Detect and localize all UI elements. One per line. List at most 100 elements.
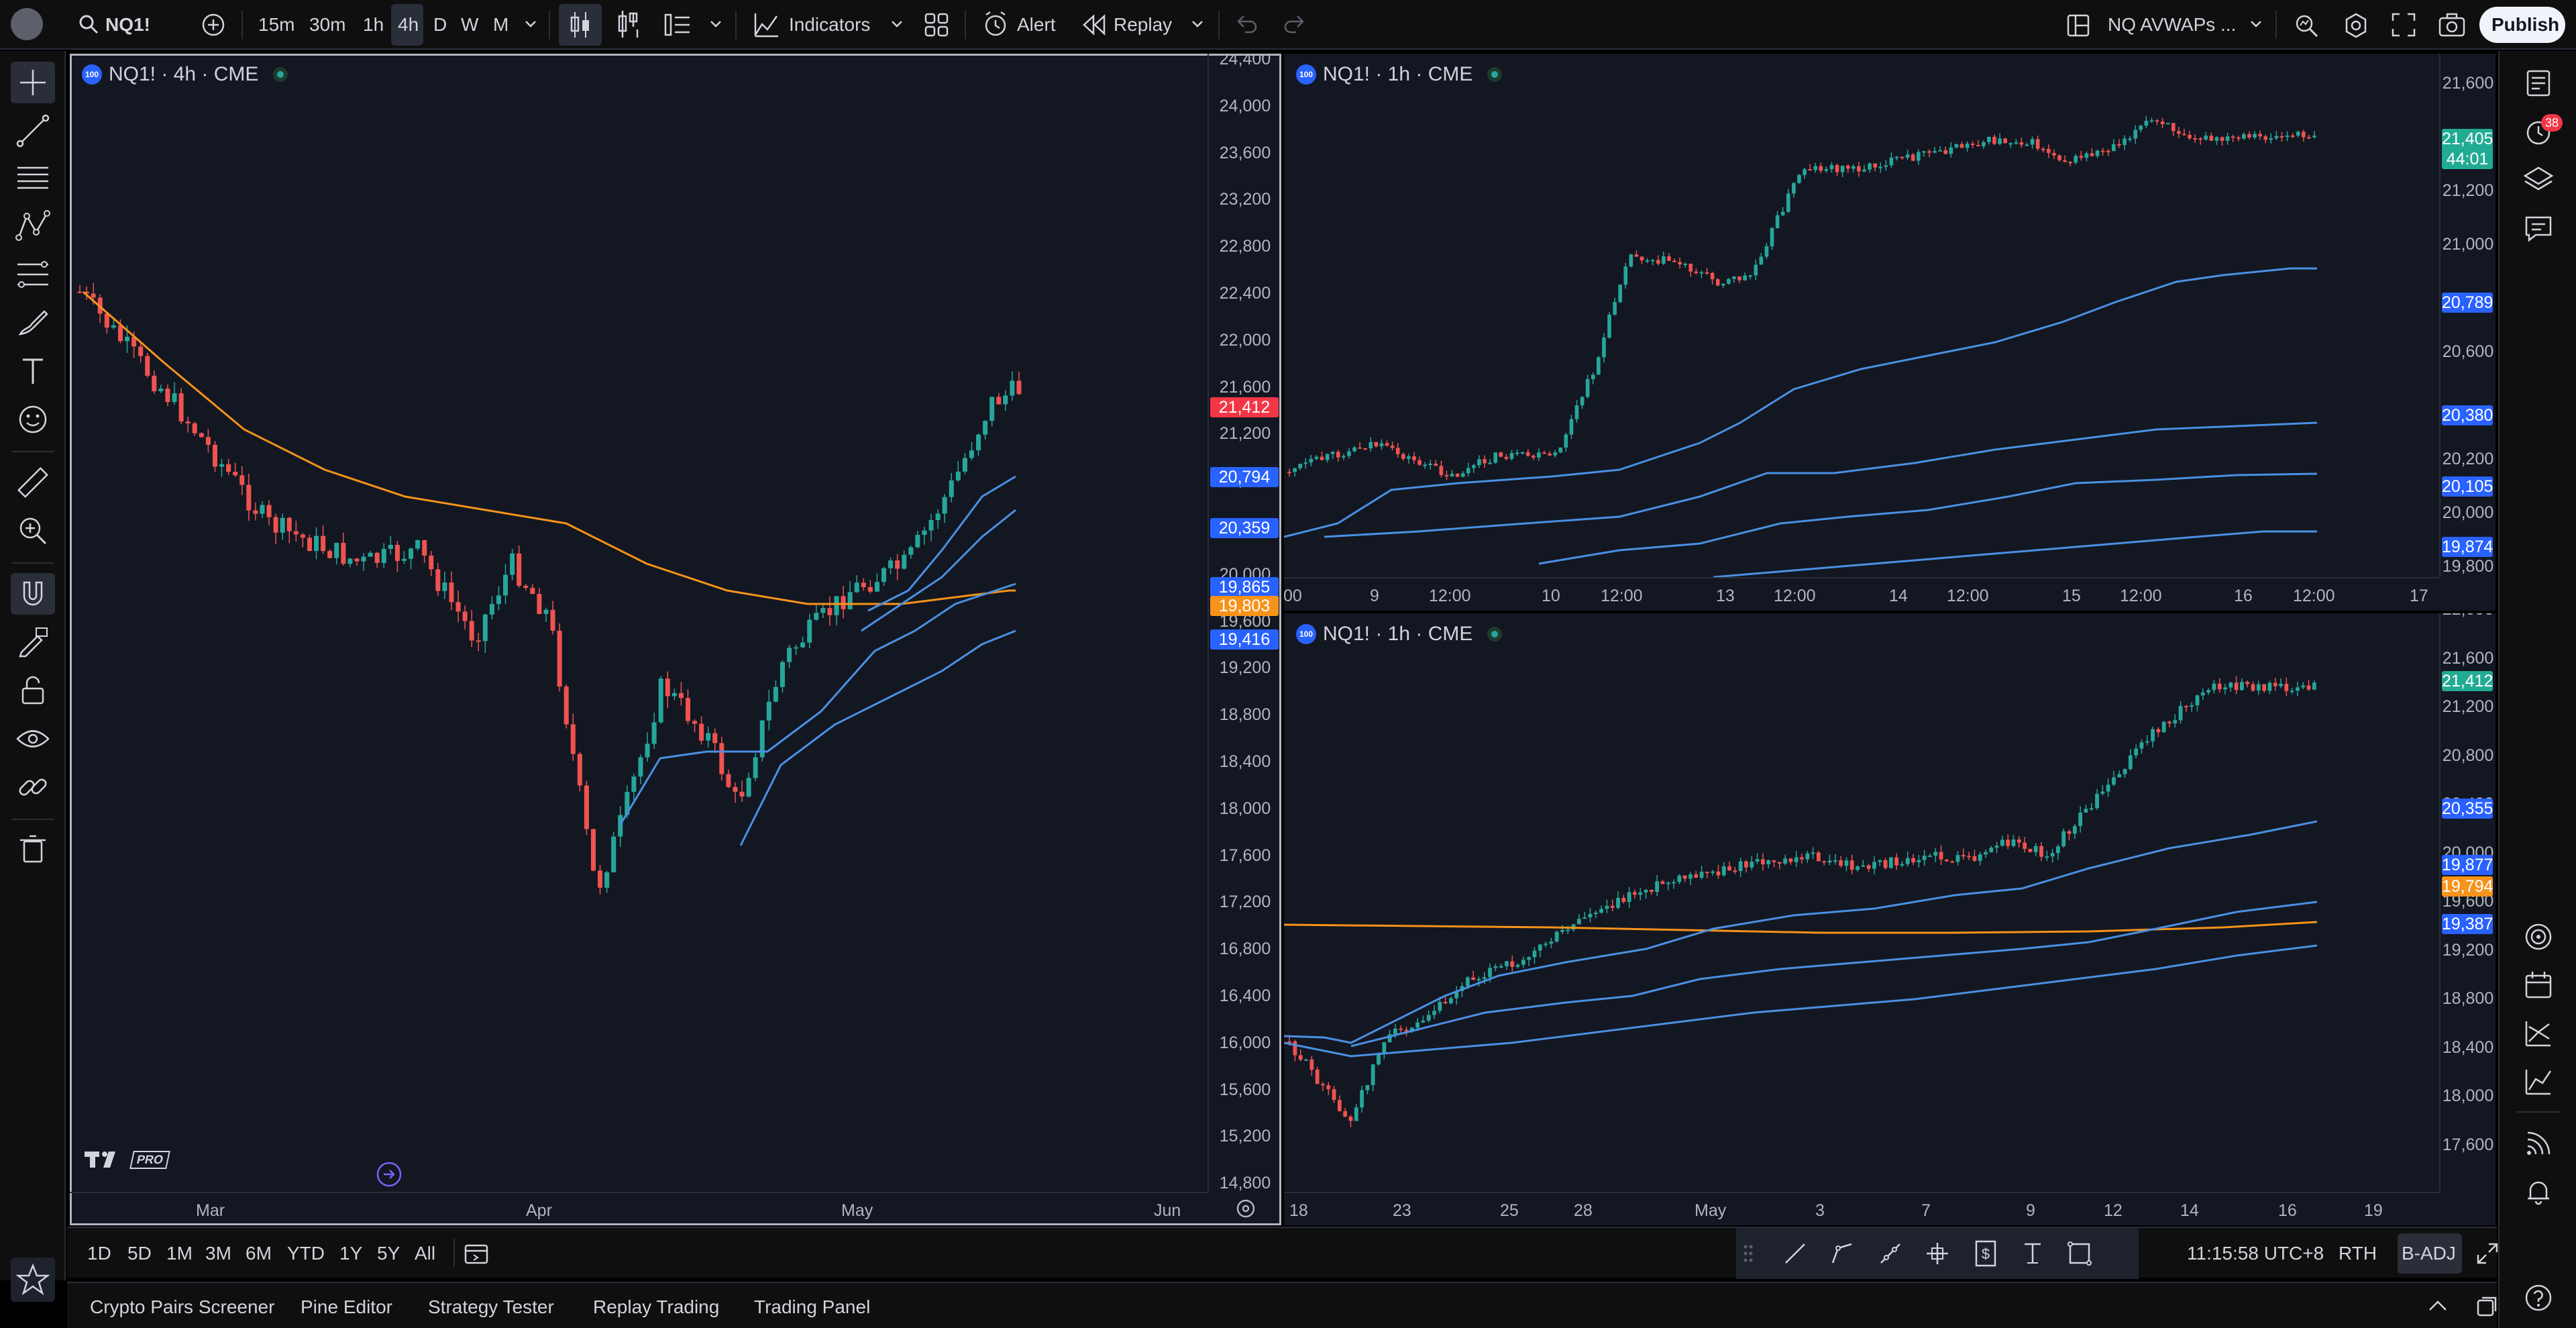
chart-pane-1h-top[interactable]: 100 NQ1! · 1h · CME 21,600 21,200 21,000 20… <box>1284 54 2496 611</box>
help-icon[interactable] <box>2522 1282 2555 1314</box>
interval-15m[interactable]: 15m <box>258 14 295 35</box>
time-axis-1h-bottom[interactable]: 18 23 25 28 May 3 7 9 12 14 16 19 <box>1284 1192 2439 1225</box>
rectangle-tool-icon[interactable] <box>2066 1240 2093 1267</box>
replay-icon[interactable] <box>1081 13 1107 36</box>
magnet-icon[interactable] <box>13 574 52 613</box>
eye-icon[interactable] <box>13 719 52 758</box>
legend-1h-bottom[interactable]: 100 NQ1! · 1h · CME <box>1296 623 1503 646</box>
price-axis-4h[interactable]: 24,400 24,000 23,600 23,200 22,800 22,400 22,0… <box>1208 54 1281 1192</box>
interval-4h[interactable]: 4h <box>398 14 419 35</box>
fib-icon[interactable] <box>13 255 52 294</box>
star-icon[interactable] <box>13 1260 52 1299</box>
trash-icon[interactable] <box>13 829 52 868</box>
add-symbol-icon[interactable] <box>201 12 226 38</box>
chart-1h-bottom-svg[interactable] <box>1284 613 2496 1225</box>
range-5d[interactable]: 5D <box>127 1243 152 1264</box>
pattern-icon[interactable] <box>13 207 52 246</box>
interval-4h-button[interactable] <box>391 4 423 46</box>
tab-crypto-pairs-screener[interactable]: Crypto Pairs Screener <box>90 1296 275 1317</box>
tab-strategy-tester[interactable]: Strategy Tester <box>428 1296 554 1317</box>
go-to-date-icon[interactable] <box>463 1240 490 1267</box>
legend-1h-top[interactable]: 100 NQ1! · 1h · CME <box>1296 63 1503 86</box>
alerts-clock-icon[interactable] <box>2522 115 2555 148</box>
tab-pine-editor[interactable]: Pine Editor <box>301 1296 392 1317</box>
emoji-icon[interactable] <box>13 400 52 439</box>
chevron-up-icon[interactable] <box>2427 1298 2449 1314</box>
lock-icon[interactable] <box>13 671 52 710</box>
indicators-icon[interactable] <box>754 12 780 38</box>
replay-button[interactable]: Replay <box>1114 14 1173 35</box>
chevron-down-icon[interactable] <box>1190 19 1205 30</box>
alert-clock-icon[interactable] <box>982 11 1009 38</box>
chevron-down-icon[interactable] <box>890 19 904 30</box>
chevron-down-icon[interactable] <box>708 19 723 30</box>
redo-icon[interactable] <box>1284 15 1305 34</box>
drag-handle-icon[interactable] <box>1743 1244 1754 1263</box>
interval-30m[interactable]: 30m <box>309 14 346 35</box>
line-tool-icon[interactable] <box>1782 1240 1809 1267</box>
layout-icon[interactable] <box>2066 13 2090 38</box>
avatar[interactable] <box>11 8 43 40</box>
bell-icon[interactable] <box>2522 1176 2555 1208</box>
settings-gear-icon[interactable] <box>2343 12 2369 39</box>
range-1m[interactable]: 1M <box>166 1243 193 1264</box>
camera-icon[interactable] <box>2438 12 2466 38</box>
time-axis-1h-top[interactable]: :00 9 12:00 10 12:00 13 12:00 14 12:00 15 12:00 16 1… <box>1284 577 2439 611</box>
maximize-icon[interactable] <box>2475 1241 2500 1266</box>
price-axis-1h-top[interactable]: 21,600 21,200 21,000 20,600 20,200 20,000 19,8… <box>2439 54 2496 577</box>
chevron-down-icon[interactable] <box>2249 19 2263 30</box>
range-1d[interactable]: 1D <box>87 1243 111 1264</box>
tab-replay-trading[interactable]: Replay Trading <box>593 1296 720 1317</box>
time-axis-4h[interactable]: Mar Apr May Jun <box>70 1192 1208 1225</box>
indicators-button[interactable]: Indicators <box>789 14 871 35</box>
text-tool-icon[interactable] <box>2019 1240 2046 1267</box>
range-6m[interactable]: 6M <box>246 1243 272 1264</box>
compare-icon[interactable] <box>617 9 641 39</box>
chart-type-button[interactable] <box>559 4 602 46</box>
layout-name[interactable]: NQ AVWAPs ... <box>2108 14 2237 35</box>
horizontal-lines-icon[interactable] <box>13 158 52 197</box>
price-axis-1h-bottom[interactable]: 22,00021,60021,20020,80020,40020,00019,6… <box>2439 613 2496 1192</box>
layout-grid-icon[interactable] <box>924 12 949 38</box>
range-3m[interactable]: 3M <box>205 1243 231 1264</box>
link-icon[interactable] <box>13 768 52 807</box>
fullscreen-icon[interactable] <box>2391 12 2416 38</box>
interval-m[interactable]: M <box>493 14 509 35</box>
search-icon[interactable] <box>78 13 99 35</box>
range-5y[interactable]: 5Y <box>377 1243 400 1264</box>
ray-tool-icon[interactable] <box>1877 1240 1904 1267</box>
calendar-icon[interactable] <box>2522 969 2555 1001</box>
chat-icon[interactable] <box>2522 212 2555 244</box>
crosshair-icon[interactable] <box>13 63 52 102</box>
lock-drawing-icon[interactable] <box>13 623 52 662</box>
quick-search-icon[interactable] <box>2293 12 2320 39</box>
restore-panel-icon[interactable] <box>2475 1295 2498 1318</box>
symbol-search[interactable]: NQ1! <box>105 14 150 35</box>
chevron-down-icon[interactable] <box>523 19 538 30</box>
brush-icon[interactable] <box>13 303 52 342</box>
position-tool-icon[interactable] <box>1924 1240 1951 1267</box>
range-all[interactable]: All <box>415 1243 436 1264</box>
price-tool-icon[interactable]: $ <box>1972 1239 1999 1268</box>
network-icon[interactable] <box>2522 1017 2555 1050</box>
layers-icon[interactable] <box>2522 164 2555 196</box>
alert-button[interactable]: Alert <box>1017 14 1056 35</box>
chart-4h-svg[interactable] <box>70 54 1281 1225</box>
ruler-icon[interactable] <box>13 463 52 502</box>
text-icon[interactable] <box>13 352 52 391</box>
broadcast-icon[interactable] <box>2522 1127 2555 1160</box>
chart-1h-top-svg[interactable] <box>1284 54 2496 611</box>
clock-display[interactable]: 11:15:58 UTC+8 <box>2187 1243 2324 1264</box>
go-to-realtime-icon[interactable] <box>376 1161 402 1188</box>
target-icon[interactable] <box>2522 921 2555 953</box>
session-toggle[interactable]: RTH <box>2339 1243 2377 1264</box>
legend-4h[interactable]: 100 NQ1! · 4h · CME <box>82 63 288 86</box>
chart-pane-4h[interactable]: 100 NQ1! · 4h · CME PRO 24,400 24,000 23,6… <box>70 54 1281 1225</box>
chart-pattern-icon[interactable] <box>2522 1066 2555 1098</box>
trend-line-icon[interactable] <box>13 111 52 150</box>
path-tool-icon[interactable] <box>1829 1240 1856 1267</box>
range-1y[interactable]: 1Y <box>339 1243 363 1264</box>
publish-button[interactable] <box>2479 7 2565 43</box>
interval-1h[interactable]: 1h <box>363 14 384 35</box>
adjust-toggle[interactable]: B-ADJ <box>2402 1243 2456 1264</box>
